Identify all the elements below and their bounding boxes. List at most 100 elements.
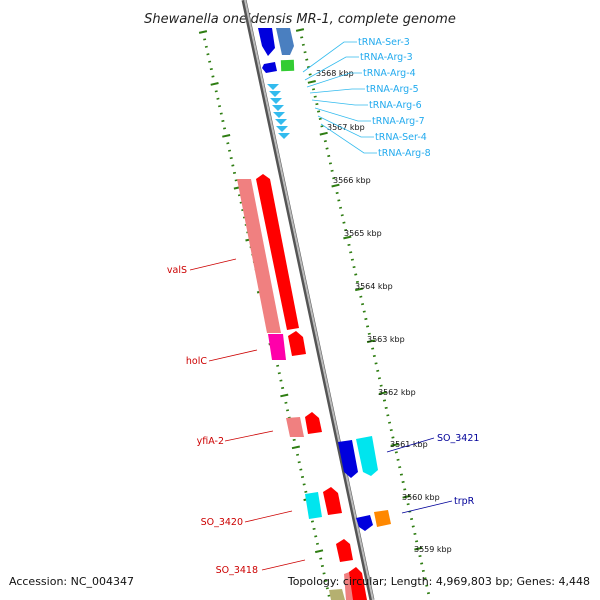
gene-so3420[interactable]: [323, 487, 342, 515]
minor-tick: [216, 97, 220, 100]
map-title: Shewanella oneidensis MR-1, complete gen…: [144, 12, 456, 27]
minor-tick: [409, 517, 414, 521]
major-tick: [280, 393, 289, 398]
gene-vals[interactable]: [256, 174, 299, 330]
minor-tick: [296, 453, 300, 456]
minor-tick: [314, 535, 318, 538]
gene-label-yfia2[interactable]: yfiA-2: [197, 436, 224, 447]
gene-holc[interactable]: [288, 331, 306, 356]
gene-so3421[interactable]: [338, 440, 358, 478]
gene-label-so3420[interactable]: SO_3420: [201, 517, 243, 528]
gene-vals-light[interactable]: [237, 179, 281, 333]
major-tick: [210, 82, 219, 86]
gene-green[interactable]: [280, 59, 295, 72]
minor-tick: [384, 406, 388, 409]
gene-so3418[interactable]: [336, 539, 353, 562]
gene-yfia2-light[interactable]: [286, 417, 304, 437]
minor-tick: [423, 577, 427, 580]
kbp-label: 3562 kbp: [378, 388, 416, 397]
minor-tick: [328, 162, 332, 165]
minor-tick: [347, 243, 351, 246]
minor-tick: [203, 38, 207, 41]
gene-reverse-lightblue-1[interactable]: [276, 28, 294, 55]
minor-tick: [389, 429, 393, 432]
minor-tick: [204, 45, 208, 48]
trna-label: tRNA-Arg-6: [369, 100, 422, 111]
gene-label-trpr[interactable]: trpR: [454, 496, 475, 507]
minor-tick: [214, 90, 218, 93]
left-gene-connectors: [189, 258, 306, 571]
minor-tick: [319, 557, 323, 560]
minor-tick: [398, 466, 402, 469]
gene-trpr-blue[interactable]: [356, 515, 373, 531]
minor-tick: [396, 458, 400, 461]
minor-tick: [317, 110, 321, 113]
gene-reverse-blue-1[interactable]: [258, 28, 275, 56]
gene-label-holc[interactable]: holC: [186, 356, 207, 367]
minor-tick: [219, 112, 223, 115]
minor-tick: [226, 142, 230, 145]
trna-label: tRNA-Arg-7: [372, 116, 425, 127]
minor-tick: [359, 295, 363, 298]
minor-tick: [367, 332, 371, 335]
genome-backbone: [241, 0, 375, 600]
major-tick: [378, 391, 387, 395]
minor-tick: [231, 164, 235, 167]
minor-tick: [374, 362, 378, 365]
trna-label: tRNA-Arg-5: [366, 84, 419, 95]
minor-tick: [335, 191, 339, 195]
minor-tick: [386, 414, 390, 417]
major-tick: [390, 443, 399, 447]
minor-tick: [327, 594, 331, 597]
major-tick: [331, 183, 340, 188]
minor-tick: [323, 140, 327, 143]
minor-tick: [349, 251, 353, 254]
kbp-label: 3564 kbp: [355, 282, 393, 291]
major-tick: [343, 235, 352, 240]
gene-trpr[interactable]: [374, 510, 391, 527]
gene-reverse-blue-2[interactable]: [262, 62, 277, 73]
minor-tick: [315, 103, 319, 106]
minor-tick: [413, 532, 417, 535]
minor-tick: [360, 303, 365, 306]
minor-tick: [355, 280, 359, 283]
minor-tick: [312, 527, 316, 530]
trna-label: tRNA-Ser-3: [358, 37, 410, 48]
topology-label: Topology: circular; Length: 4,969,803 bp…: [287, 575, 590, 588]
minor-tick: [221, 119, 225, 123]
gene-label-vals[interactable]: valS: [167, 265, 187, 276]
minor-tick: [339, 206, 343, 209]
gene-so3420-cyan[interactable]: [305, 492, 322, 519]
minor-tick: [303, 51, 307, 54]
minor-tick: [281, 386, 285, 390]
minor-tick: [300, 475, 305, 479]
gene-bottom-red[interactable]: [349, 567, 367, 600]
minor-tick: [327, 154, 331, 158]
trna-labels: tRNA-Ser-3 tRNA-Arg-3 tRNA-Arg-4 tRNA-Ar…: [358, 37, 431, 159]
gene-so3421-cyan[interactable]: [356, 436, 378, 476]
minor-tick: [420, 562, 424, 565]
minor-tick: [302, 483, 306, 486]
minor-tick: [406, 503, 410, 506]
minor-tick: [313, 95, 317, 98]
trna-connectors: [302, 41, 377, 154]
minor-tick: [228, 149, 232, 152]
gene-label-so3418[interactable]: SO_3418: [216, 565, 258, 576]
gene-holc-rrna[interactable]: [268, 334, 286, 360]
gene-label-so3421[interactable]: SO_3421: [437, 433, 479, 444]
minor-tick: [279, 379, 283, 382]
trna-cluster[interactable]: [267, 84, 290, 139]
kbp-label: 3566 kbp: [333, 176, 371, 185]
minor-tick: [310, 520, 314, 523]
minor-tick: [415, 540, 419, 543]
kbp-label: 3559 kbp: [414, 545, 452, 554]
minor-tick: [425, 584, 429, 587]
minor-tick: [377, 377, 382, 380]
gene-bottom-olive[interactable]: [329, 589, 345, 600]
minor-tick: [229, 157, 233, 160]
minor-tick: [408, 510, 412, 513]
accession-label: Accession: NC_004347: [9, 575, 134, 588]
gene-yfia2[interactable]: [305, 412, 322, 434]
major-tick: [222, 134, 231, 138]
major-tick: [414, 546, 423, 551]
